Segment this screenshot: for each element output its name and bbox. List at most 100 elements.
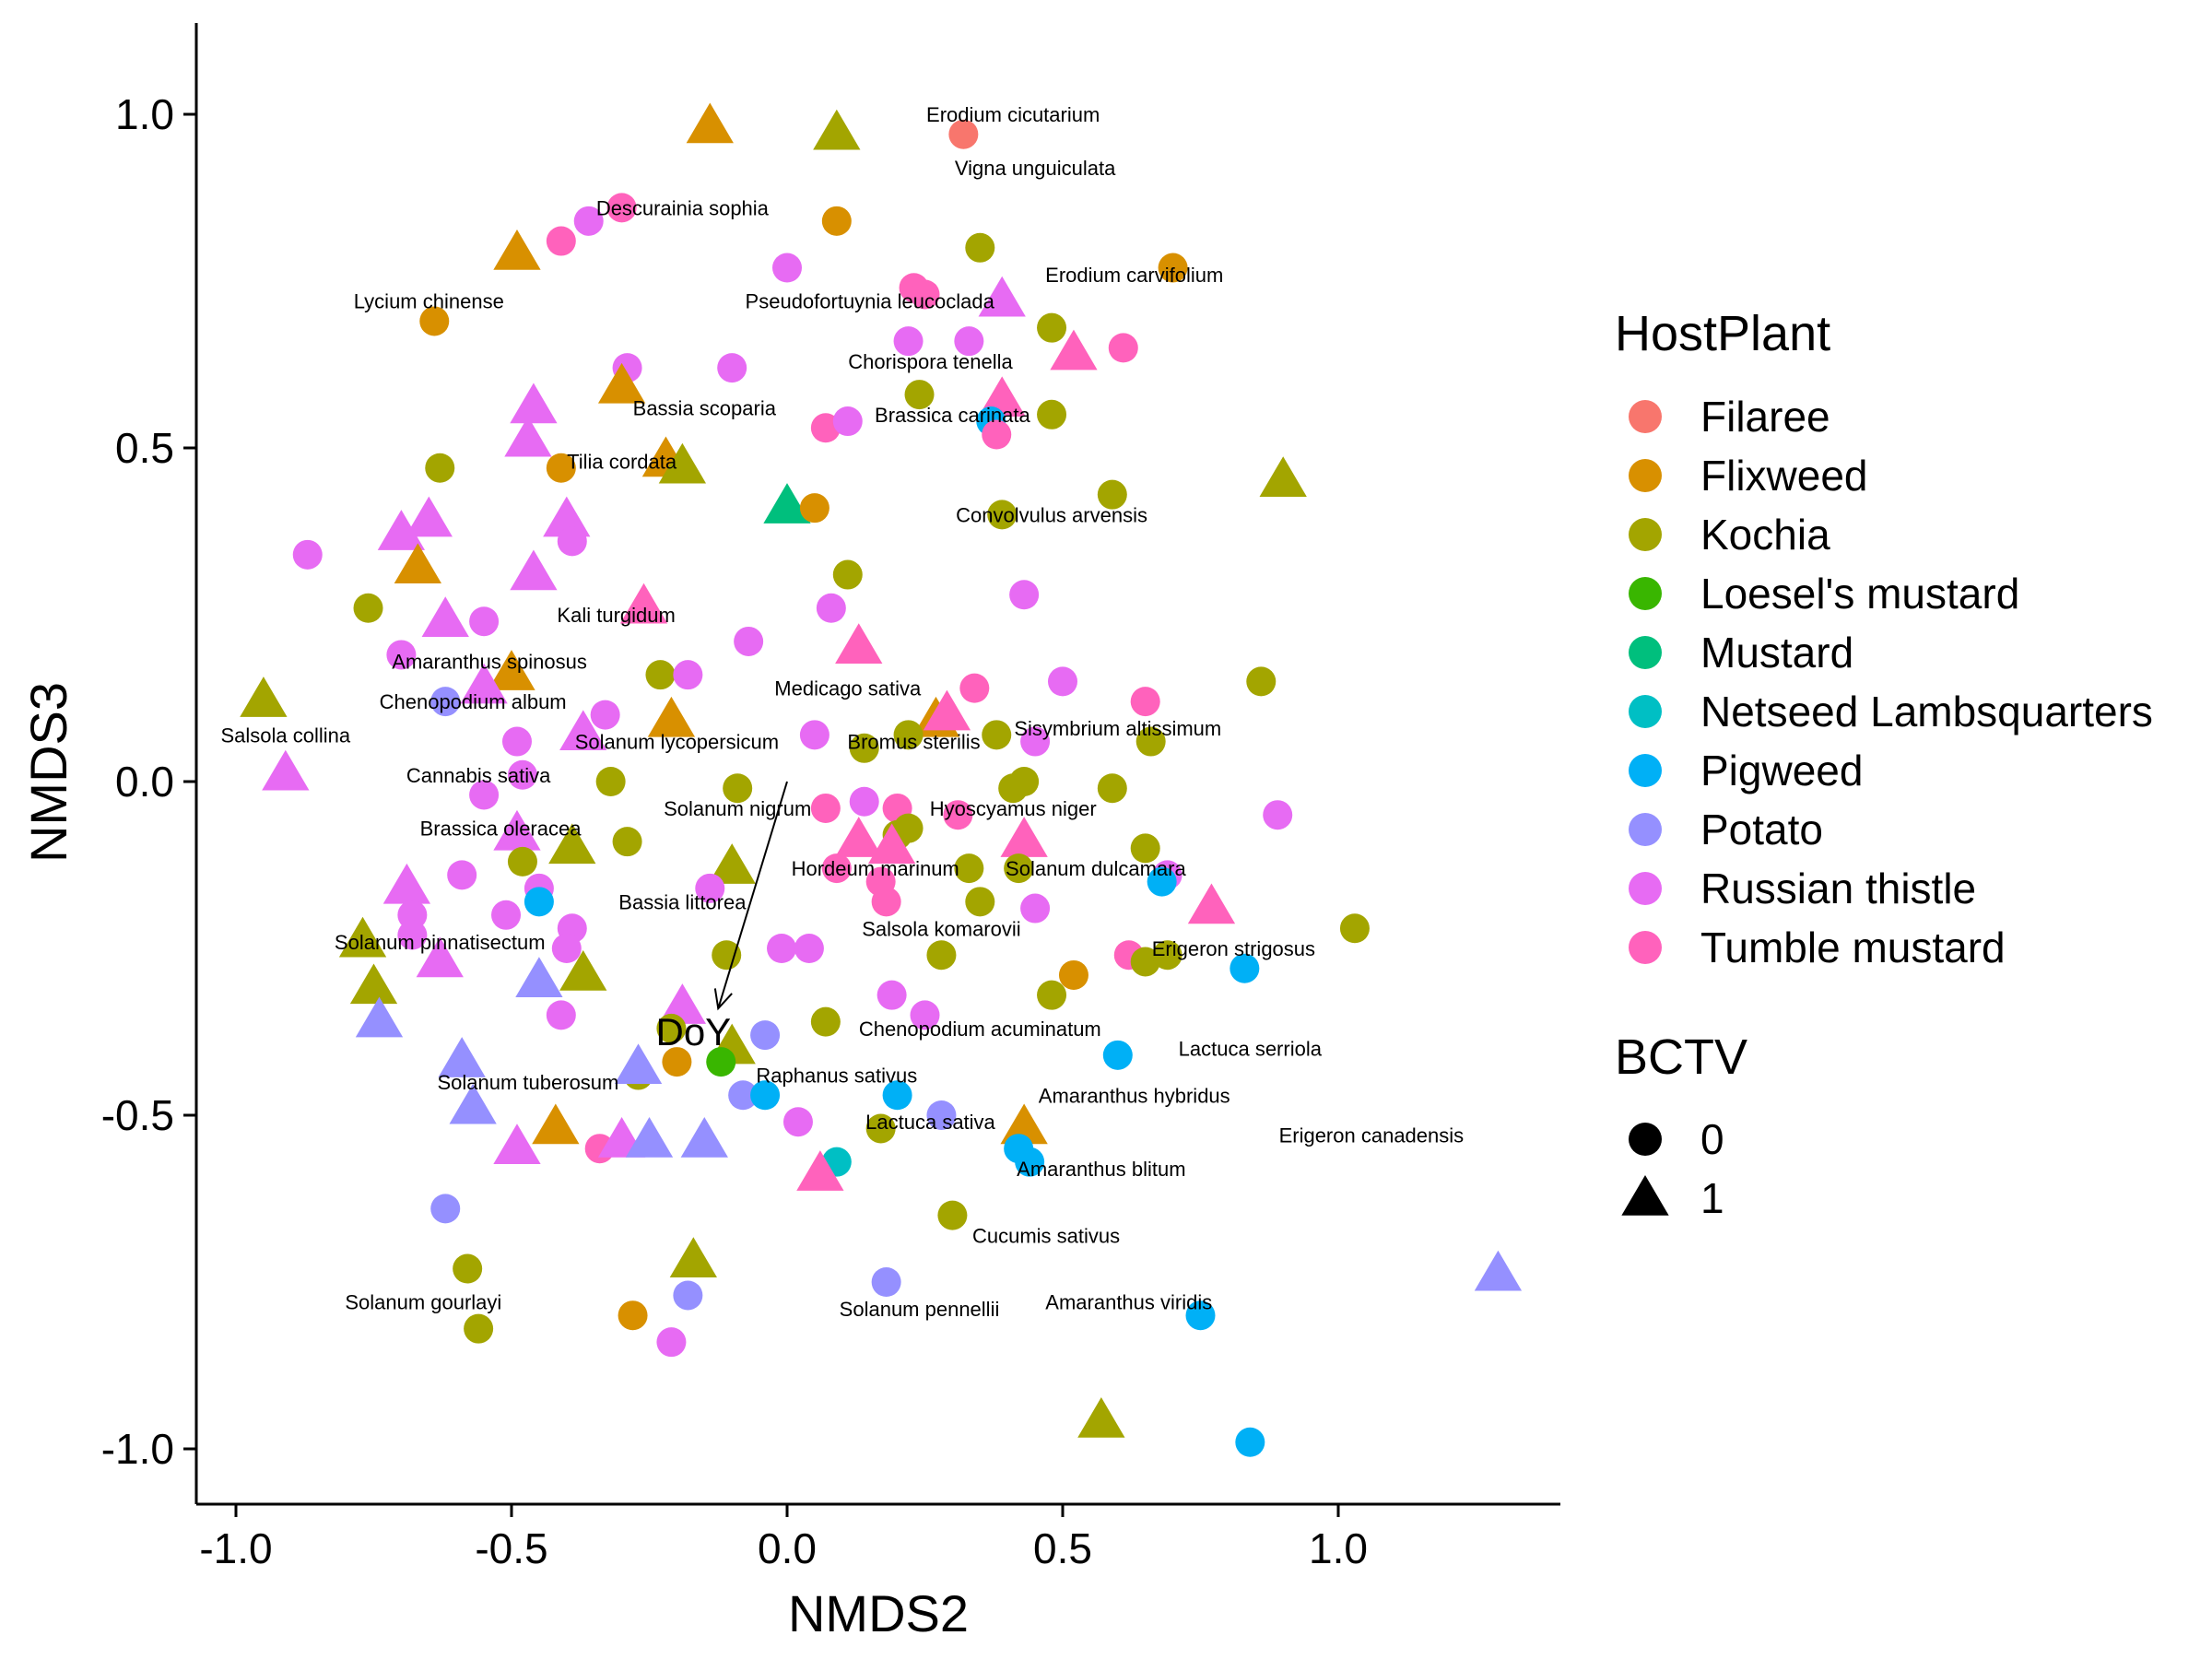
data-point-pigweed-181	[1185, 1300, 1216, 1331]
data-point-flixweed-33	[546, 453, 576, 483]
species-label-cannabis-sativa: Cannabis sativa	[406, 764, 551, 787]
data-point-russian-thistle-68	[590, 700, 620, 730]
data-point-russian-thistle-51	[421, 596, 469, 637]
hostplant-legend-title: HostPlant	[1615, 306, 1830, 361]
data-point-tumble-mustard-56	[835, 623, 883, 664]
data-point-potato-178	[871, 1267, 901, 1297]
data-point-russian-thistle-122	[397, 920, 428, 950]
species-label-erodium-cicutarium: Erodium cicutarium	[926, 103, 1100, 126]
data-point-kochia-96	[612, 827, 642, 857]
data-point-russian-thistle-116	[1020, 893, 1051, 924]
legend-label-pigweed: Pigweed	[1700, 747, 1863, 794]
data-point-russian-thistle-47	[510, 549, 558, 591]
data-point-russian-thistle-25	[510, 382, 558, 424]
species-label-salsola-komarovii: Salsola komarovii	[862, 917, 1020, 940]
data-point-russian-thistle-113	[695, 873, 725, 903]
data-point-tumble-mustard-99	[867, 823, 916, 865]
species-label-erigeron-strigosus: Erigeron strigosus	[1152, 937, 1315, 960]
data-point-kochia-72	[893, 720, 924, 750]
data-point-kochia-132	[1152, 940, 1182, 971]
data-point-flixweed-69	[647, 696, 696, 737]
data-point-kochia-35	[658, 442, 707, 484]
data-point-potato-147	[750, 1020, 781, 1051]
species-label-lactuca-serriola: Lactuca serriola	[1179, 1038, 1323, 1061]
data-point-flixweed-5	[1158, 253, 1188, 283]
species-label-hyoscyamus-niger: Hyoscyamus niger	[930, 797, 1097, 820]
data-point-kochia-103	[708, 843, 756, 884]
legend-label-bctv-0: 0	[1700, 1115, 1724, 1163]
data-point-russian-thistle-42	[405, 496, 453, 537]
data-point-flixweed-1	[686, 102, 734, 144]
legend-swatch-kochia	[1629, 518, 1662, 551]
data-point-russian-thistle-81	[507, 759, 537, 790]
data-point-tumble-mustard-53	[619, 582, 668, 624]
data-point-kochia-86	[1097, 773, 1127, 804]
data-point-kochia-64	[1246, 666, 1277, 697]
doy-vector-arrowhead	[713, 988, 733, 1011]
data-point-tumble-mustard-88	[810, 793, 841, 823]
data-point-russian-thistle-21	[717, 353, 747, 383]
data-point-russian-thistle-127	[794, 934, 824, 963]
data-point-flixweed-3	[821, 206, 852, 236]
species-label-brassica-oleracea: Brassica oleracea	[420, 818, 582, 841]
x-tick-label: -0.5	[475, 1524, 547, 1572]
data-point-potato-150	[438, 1037, 486, 1077]
legend-label-loesel-s-mustard: Loesel's mustard	[1700, 570, 2019, 618]
data-point-flixweed-136	[1058, 959, 1088, 990]
data-point-russian-thistle-54	[816, 593, 846, 623]
data-point-kochia-160	[865, 1113, 896, 1144]
data-point-kochia-106	[1004, 853, 1034, 884]
data-point-russian-thistle-17	[954, 326, 984, 357]
legend-label-netseed-lambsquarters: Netseed Lambsquarters	[1700, 688, 2153, 735]
species-label-pseudofortuynia-leucoclada: Pseudofortuynia leucoclada	[746, 290, 995, 313]
data-point-kochia-83	[723, 773, 753, 804]
data-point-tumble-mustard-91	[943, 800, 973, 830]
data-point-russian-thistle-139	[877, 980, 907, 1010]
data-point-kochia-38	[1097, 479, 1127, 510]
data-point-russian-thistle-44	[543, 496, 591, 537]
data-point-kochia-175	[453, 1253, 483, 1284]
data-point-kochia-95	[893, 813, 924, 843]
y-tick-label: 0.0	[115, 758, 174, 806]
legend-shape-triangle	[1621, 1175, 1669, 1216]
data-point-potato-179	[673, 1280, 703, 1311]
data-point-russian-thistle-26	[504, 416, 552, 457]
legend-label-flixweed: Flixweed	[1700, 452, 1868, 500]
species-label-chenopodium-acuminatum: Chenopodium acuminatum	[859, 1018, 1101, 1041]
x-axis-ticks: -1.0 -0.5 0.0 0.5 1.0	[199, 1504, 1368, 1572]
data-point-kochia-123	[1339, 913, 1370, 944]
legend-swatch-filaree	[1629, 400, 1662, 433]
data-point-tumble-mustard-172	[796, 1150, 844, 1191]
species-label-lycium-chinense: Lycium chinense	[354, 290, 504, 313]
species-label-vigna-unguiculata: Vigna unguiculata	[955, 157, 1116, 180]
species-label-chorispora-tenella: Chorispora tenella	[848, 350, 1013, 373]
data-point-pigweed-185	[1235, 1427, 1265, 1457]
data-point-flixweed-22	[597, 362, 646, 404]
data-point-kochia-138	[349, 963, 398, 1005]
data-point-kochia-32	[425, 453, 455, 483]
data-point-kochia-124	[338, 916, 387, 958]
data-point-russian-thistle-76	[559, 710, 607, 751]
species-label-medicago-sativa: Medicago sativa	[774, 677, 922, 700]
legend-swatch-flixweed	[1629, 459, 1662, 492]
species-label-cucumis-sativus: Cucumis sativus	[972, 1224, 1120, 1247]
data-point-russian-thistle-125	[551, 934, 582, 963]
species-label-salsola-collina: Salsola collina	[220, 724, 350, 747]
species-label-erodium-carvifolium: Erodium carvifolium	[1045, 264, 1223, 287]
data-point-tumble-mustard-100	[1000, 817, 1048, 857]
data-point-russian-thistle-52	[469, 606, 500, 637]
data-point-russian-thistle-28	[832, 406, 863, 437]
data-point-russian-thistle-109	[382, 863, 431, 904]
data-point-russian-thistle-59	[673, 660, 703, 690]
y-axis-ticks: -1.0 -0.5 0.0 0.5 1.0	[101, 90, 196, 1473]
data-point-russian-thistle-77	[501, 726, 532, 757]
data-point-russian-thistle-78	[799, 720, 830, 750]
legend-swatch-tumble-mustard	[1629, 931, 1662, 964]
data-point-tumble-mustard-18	[1050, 329, 1098, 371]
data-point-flixweed-37	[799, 493, 830, 524]
species-label-raphanus-sativus: Raphanus sativus	[756, 1065, 917, 1088]
data-point-russian-thistle-57	[386, 640, 417, 670]
data-point-filaree-0	[948, 119, 979, 149]
data-point-flixweed-151	[662, 1047, 692, 1077]
